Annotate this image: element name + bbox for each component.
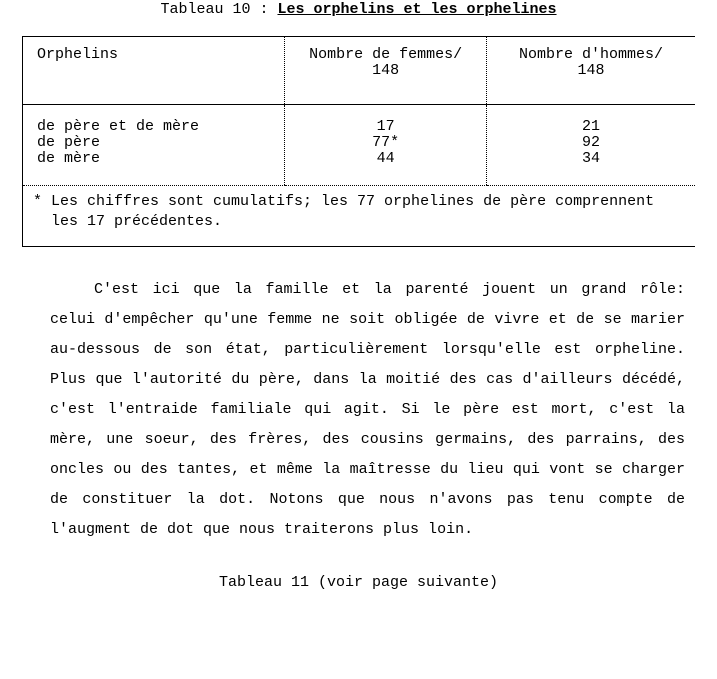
- table-footnote-row: * Les chiffres sont cumulatifs; les 77 o…: [23, 185, 696, 247]
- title-prefix: Tableau 10 :: [160, 1, 277, 18]
- col-header-hommes: Nombre d'hommes/ 148: [487, 36, 695, 105]
- col-header-femmes: Nombre de femmes/ 148: [285, 36, 487, 105]
- table-header-row: Orphelins Nombre de femmes/ 148 Nombre d…: [23, 36, 696, 105]
- row-femmes: 17 77* 44: [285, 105, 487, 185]
- title-main: Les orphelins et les orphelines: [277, 1, 556, 18]
- footnote-line2: les 17 précédentes.: [33, 212, 685, 232]
- row-labels: de père et de mère de père de mère: [23, 105, 285, 185]
- orphans-table: Orphelins Nombre de femmes/ 148 Nombre d…: [22, 36, 695, 247]
- next-table-caption: Tableau 11 (voir page suivante): [22, 575, 695, 591]
- col-header-orphelins: Orphelins: [23, 36, 285, 105]
- body-paragraph: C'est ici que la famille et la parenté j…: [22, 275, 695, 545]
- page-root: Tableau 10 : Les orphelins et les orphel…: [0, 0, 717, 613]
- table-body-row: de père et de mère de père de mère 17 77…: [23, 105, 696, 185]
- table-footnote: * Les chiffres sont cumulatifs; les 77 o…: [23, 185, 696, 247]
- footnote-line1: * Les chiffres sont cumulatifs; les 77 o…: [33, 193, 654, 210]
- table-title: Tableau 10 : Les orphelins et les orphel…: [22, 2, 695, 18]
- row-hommes: 21 92 34: [487, 105, 695, 185]
